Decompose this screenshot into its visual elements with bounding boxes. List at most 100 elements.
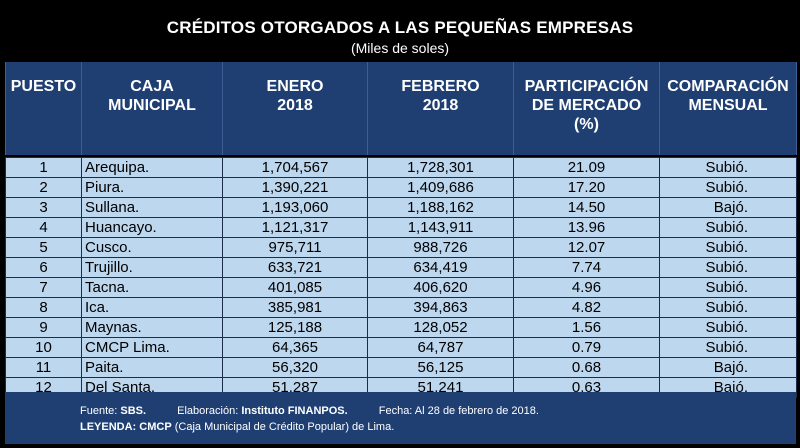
footer: Fuente: SBS. Elaboración: Instituto FINA… [5,392,796,444]
header-comparacion: COMPARACIÓN MENSUAL [659,62,797,155]
cell-enero: 385,981 [222,297,368,318]
cell-participacion: 7.74 [513,257,660,278]
cell-puesto: 5 [5,237,82,258]
table-row: 5 Cusco. 975,711 988,726 12.07 Subió. [5,237,797,258]
cell-febrero: 406,620 [367,277,514,298]
cell-participacion: 13.96 [513,217,660,238]
fuente-label: Fuente: [80,405,118,417]
cell-puesto: 6 [5,257,82,278]
cell-comparacion: Subió. [659,237,797,258]
cell-enero: 975,711 [222,237,368,258]
cell-enero: 401,085 [222,277,368,298]
elaboracion-value: Instituto FINANPOS. [241,405,348,417]
table-subtitle: (Miles de soles) [350,40,450,56]
cell-comparacion: Subió. [659,157,797,178]
table-row: 4 Huancayo. 1,121,317 1,143,911 13.96 Subió. [5,217,797,238]
table-row: 6 Trujillo. 633,721 634,419 7.74 Subió. [5,257,797,278]
cell-enero: 1,704,567 [222,157,368,178]
cell-participacion: 14.50 [513,197,660,218]
cell-febrero: 1,188,162 [367,197,514,218]
cell-febrero: 128,052 [367,317,514,338]
cell-febrero: 64,787 [367,337,514,358]
cell-enero: 633,721 [222,257,368,278]
cell-caja: Paita. [81,357,223,378]
cell-caja: Sullana. [81,197,223,218]
cell-comparacion: Subió. [659,257,797,278]
table-row: 9 Maynas. 125,188 128,052 1.56 Subió. [5,317,797,338]
cell-caja: Tacna. [81,277,223,298]
header-febrero: FEBRERO 2018 [367,62,514,155]
cell-caja: Huancayo. [81,217,223,238]
cell-participacion: 0.79 [513,337,660,358]
header-caja: CAJA MUNICIPAL [81,62,223,155]
elaboracion-label: Elaboración: [177,405,239,417]
header-participacion: PARTICIPACIÓN DE MERCADO (%) [513,62,660,155]
cell-caja: Piura. [81,177,223,198]
cell-febrero: 1,728,301 [367,157,514,178]
cell-enero: 1,390,221 [222,177,368,198]
cell-caja: Arequipa. [81,157,223,178]
cell-febrero: 56,125 [367,357,514,378]
cell-puesto: 2 [5,177,82,198]
cell-febrero: 1,143,911 [367,217,514,238]
leyenda-text: (Caja Municipal de Crédito Popular) de L… [174,421,395,433]
cell-puesto: 9 [5,317,82,338]
cell-puesto: 3 [5,197,82,218]
cell-comparacion: Bajó. [659,197,797,218]
cell-comparacion: Bajó. [659,357,797,378]
cell-participacion: 12.07 [513,237,660,258]
leyenda-label: LEYENDA: [80,421,137,433]
footer-line-1: Fuente: SBS. Elaboración: Instituto FINA… [80,405,539,417]
cell-puesto: 4 [5,217,82,238]
cell-enero: 56,320 [222,357,368,378]
leyenda-abbr: CMCP [139,421,172,433]
cell-enero: 125,188 [222,317,368,338]
title-band: CRÉDITOS OTORGADOS A LAS PEQUEÑAS EMPRES… [0,0,800,62]
table-row: 7 Tacna. 401,085 406,620 4.96 Subió. [5,277,797,298]
table-row: 1 Arequipa. 1,704,567 1,728,301 21.09 Subió. [5,157,797,178]
cell-puesto: 10 [5,337,82,358]
header-enero: ENERO 2018 [222,62,368,155]
fuente-value: SBS. [120,405,147,417]
cell-enero: 1,121,317 [222,217,368,238]
cell-participacion: 1.56 [513,317,660,338]
table-row: 3 Sullana. 1,193,060 1,188,162 14.50 Bajó. [5,197,797,218]
cell-participacion: 0.68 [513,357,660,378]
credits-table: PUESTO CAJA MUNICIPAL ENERO 2018 FEBRERO 20… [5,62,797,398]
cell-enero: 1,193,060 [222,197,368,218]
table-title: CRÉDITOS OTORGADOS A LAS PEQUEÑAS EMPRES… [166,18,634,37]
cell-comparacion: Subió. [659,317,797,338]
cell-participacion: 17.20 [513,177,660,198]
table-row: 2 Piura. 1,390,221 1,409,686 17.20 Subió. [5,177,797,198]
header-separator [5,155,797,158]
cell-comparacion: Subió. [659,177,797,198]
cell-enero: 64,365 [222,337,368,358]
cell-caja: Ica. [81,297,223,318]
cell-comparacion: Subió. [659,277,797,298]
cell-caja: Trujillo. [81,257,223,278]
table-row: 8 Ica. 385,981 394,863 4.82 Subió. [5,297,797,318]
cell-puesto: 8 [5,297,82,318]
cell-caja: Cusco. [81,237,223,258]
footer-line-2: LEYENDA: CMCP (Caja Municipal de Crédito… [80,421,394,433]
cell-participacion: 4.82 [513,297,660,318]
cell-participacion: 21.09 [513,157,660,178]
cell-comparacion: Subió. [659,337,797,358]
table-row: 10 CMCP Lima. 64,365 64,787 0.79 Subió. [5,337,797,358]
cell-febrero: 988,726 [367,237,514,258]
cell-participacion: 4.96 [513,277,660,298]
cell-caja: Maynas. [81,317,223,338]
header-row: PUESTO CAJA MUNICIPAL ENERO 2018 FEBRERO 20… [5,62,797,155]
cell-puesto: 7 [5,277,82,298]
fecha: Fecha: Al 28 de febrero de 2018. [378,405,539,417]
header-puesto: PUESTO [5,62,82,155]
cell-puesto: 11 [5,357,82,378]
cell-puesto: 1 [5,157,82,178]
cell-comparacion: Subió. [659,297,797,318]
cell-febrero: 394,863 [367,297,514,318]
cell-comparacion: Subió. [659,217,797,238]
cell-febrero: 634,419 [367,257,514,278]
cell-febrero: 1,409,686 [367,177,514,198]
table-row: 11 Paita. 56,320 56,125 0.68 Bajó. [5,357,797,378]
